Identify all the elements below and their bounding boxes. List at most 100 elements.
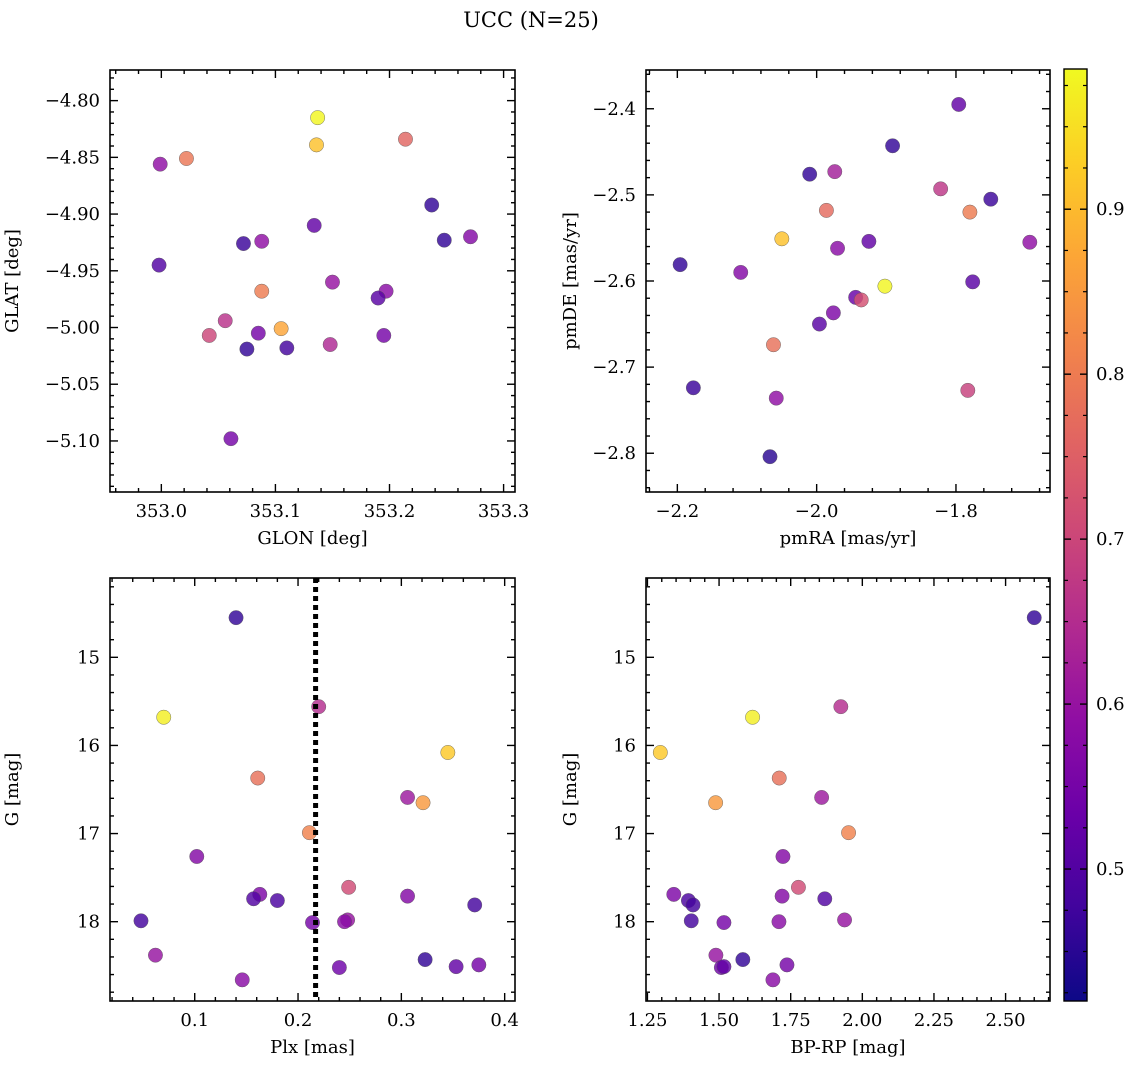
data-point [400,888,415,904]
data-point [133,913,149,929]
y-axis-label: GLAT [deg] [2,229,23,333]
data-point [151,257,167,273]
x-tick-label: 0.1 [180,1010,209,1031]
x-axis-label: Plx [mas] [270,1037,355,1058]
data-point [819,202,834,218]
y-tick-label: 15 [613,647,636,668]
data-point [306,218,322,233]
data-point [246,891,262,907]
data-point [962,204,978,220]
data-point [201,328,217,343]
x-tick-label: 353.0 [136,501,188,522]
data-point [310,110,326,126]
x-tick-label: 2.25 [914,1010,954,1031]
panel-plx-g: 0.1 0.2 0.3 0.4 15 16 17 18 Plx [mas] G [mag] [2,577,519,1058]
colorbar-tick-label: 0.6 [1096,694,1125,715]
data-point [766,337,781,353]
data-point [733,264,749,280]
data-point [853,292,869,308]
data-point [812,316,827,332]
ticks [646,70,1050,492]
axes-frame [109,69,516,493]
data-point [223,431,239,447]
data-point [708,795,724,811]
x-tick-label: 1.50 [699,1010,739,1031]
data-point [827,164,843,180]
data-point [802,166,818,182]
data-point [951,97,967,112]
data-point [148,947,163,963]
y-tick-label: −4.85 [45,147,100,168]
axes-frame [645,577,1051,1002]
data-point [735,952,751,967]
data-point [398,131,413,147]
data-point [837,912,852,928]
data-point [234,972,250,988]
y-tick-label: −2.4 [592,99,636,120]
data-point [652,745,668,760]
scatter-points [672,97,1038,465]
data-point [768,390,784,406]
data-point [400,790,415,805]
x-tick-label: 353.2 [364,501,416,522]
x-axis-label: pmRA [mas/yr] [780,528,917,549]
colorbar-tick-label: 0.5 [1096,859,1125,880]
data-point [337,914,352,930]
data-point [775,849,791,864]
data-point [424,197,440,213]
data-point [341,879,357,895]
x-tick-label: 1.25 [627,1010,667,1031]
data-point [771,914,787,930]
y-axis-label: G [mag] [2,753,23,826]
data-point [861,233,877,249]
data-point [236,236,251,251]
data-point [779,957,795,973]
data-point [331,960,347,975]
data-point [322,337,338,352]
ticks [110,578,515,1001]
x-tick-label: 353.3 [478,501,530,522]
data-point [179,151,194,166]
y-tick-label: 18 [77,912,100,933]
y-axis-label: pmDE [mas/yr] [560,212,581,350]
data-point [683,913,699,929]
x-tick-label: 0.3 [387,1010,416,1031]
data-point [825,305,841,321]
data-point [771,770,787,786]
data-point [311,699,327,715]
y-tick-label: 17 [77,824,100,845]
data-point [417,952,433,967]
data-point [965,274,981,290]
data-point [376,328,392,343]
data-point [309,137,324,153]
y-tick-label: 16 [77,735,100,756]
ticks [646,578,1050,1001]
x-tick-label: 2.50 [986,1010,1026,1031]
data-point [817,891,833,907]
y-tick-label: −2.8 [592,443,636,464]
y-tick-label: −2.6 [592,271,636,292]
data-point [415,795,431,811]
x-tick-label: 1.75 [771,1010,811,1031]
scatter-points [652,610,1042,988]
y-axis-label: G [mag] [560,753,581,826]
data-point [250,325,266,341]
data-point [830,240,845,256]
y-tick-label: −4.90 [45,204,100,225]
chart-panels: 353.0 353.1 353.2 353.3 −4.80 −4.85 −4.90 −4.95… [2,69,1051,1058]
scatter-points [151,110,478,447]
axes-frame [645,69,1051,493]
data-point [471,957,487,973]
data-point [273,321,289,337]
data-point [685,897,701,913]
axes-frame [109,577,516,1002]
colorbar-tick-label: 0.7 [1096,529,1125,550]
y-tick-label: −5.10 [45,431,100,452]
data-point [1022,234,1038,250]
x-tick-label: −2.0 [795,501,839,522]
data-point [960,382,976,398]
data-point [189,849,205,864]
data-point [716,915,732,930]
colorbar-gradient [1064,69,1087,1001]
